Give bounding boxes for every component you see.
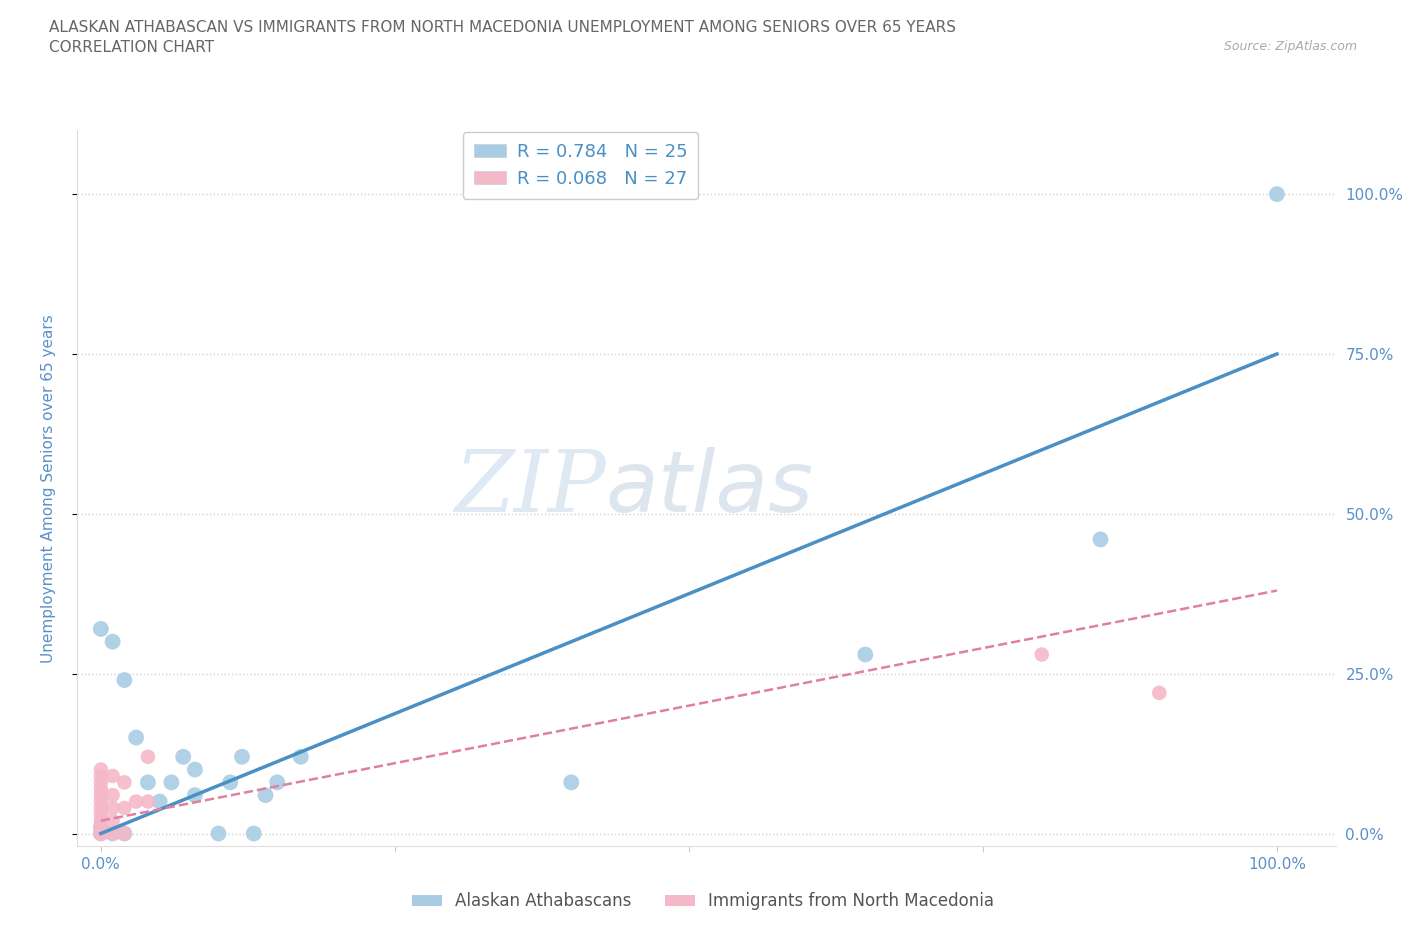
Point [90,801,112,816]
Point [1031,647,1053,662]
Point [254,788,277,803]
Point [101,634,124,649]
Point [90,819,112,834]
Point [242,826,264,841]
Point [101,826,124,841]
Point [112,801,135,816]
Point [112,826,135,841]
Point [560,775,582,790]
Point [172,750,194,764]
Point [90,826,112,841]
Point [125,730,148,745]
Legend: R = 0.784   N = 25, R = 0.068   N = 27: R = 0.784 N = 25, R = 0.068 N = 27 [463,132,699,199]
Point [149,794,172,809]
Text: CORRELATION CHART: CORRELATION CHART [49,40,214,55]
Point [90,775,112,790]
Point [90,826,112,841]
Point [136,794,159,809]
Point [160,775,183,790]
Point [90,826,112,841]
Point [125,794,148,809]
Point [90,768,112,783]
Point [1149,685,1171,700]
Point [90,781,112,796]
Point [184,763,207,777]
Text: atlas: atlas [606,446,814,530]
Point [90,807,112,822]
Point [90,819,112,834]
Point [290,750,312,764]
Point [231,750,253,764]
Point [101,801,124,816]
Point [90,826,112,841]
Point [90,826,112,841]
Point [112,826,135,841]
Point [853,647,876,662]
Point [101,768,124,783]
Point [90,621,112,636]
Legend: Alaskan Athabascans, Immigrants from North Macedonia: Alaskan Athabascans, Immigrants from Nor… [405,885,1001,917]
Point [1265,187,1288,202]
Point [90,763,112,777]
Point [207,826,229,841]
Point [90,813,112,829]
Point [101,826,124,841]
Point [90,788,112,803]
Point [101,813,124,829]
Point [219,775,242,790]
Text: ZIP: ZIP [454,447,606,529]
Point [112,775,135,790]
Point [136,750,159,764]
Point [1090,532,1112,547]
Point [112,672,135,687]
Point [184,788,207,803]
Point [101,788,124,803]
Point [266,775,288,790]
Point [90,794,112,809]
Text: ALASKAN ATHABASCAN VS IMMIGRANTS FROM NORTH MACEDONIA UNEMPLOYMENT AMONG SENIORS: ALASKAN ATHABASCAN VS IMMIGRANTS FROM NO… [49,20,956,35]
Y-axis label: Unemployment Among Seniors over 65 years: Unemployment Among Seniors over 65 years [42,314,56,663]
Point [136,775,159,790]
Text: Source: ZipAtlas.com: Source: ZipAtlas.com [1223,40,1357,53]
